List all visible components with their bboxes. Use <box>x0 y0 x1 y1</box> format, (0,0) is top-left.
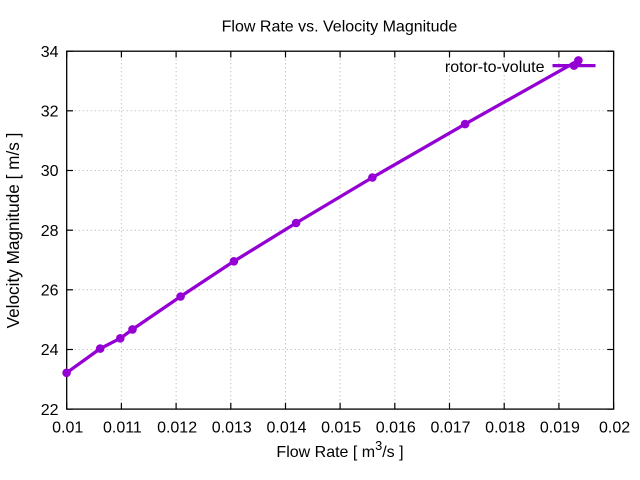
svg-text:0.012: 0.012 <box>157 419 197 436</box>
svg-text:32: 32 <box>41 104 59 121</box>
svg-text:Velocity Magnitude [ m/s ]: Velocity Magnitude [ m/s ] <box>3 133 23 329</box>
svg-text:rotor-to-volute: rotor-to-volute <box>445 59 545 76</box>
svg-text:Flow Rate [ m3/s ]: Flow Rate [ m3/s ] <box>276 438 403 461</box>
svg-text:0.02: 0.02 <box>599 419 630 436</box>
svg-text:28: 28 <box>41 223 59 240</box>
svg-text:0.013: 0.013 <box>212 419 252 436</box>
svg-text:0.016: 0.016 <box>376 419 416 436</box>
svg-text:0.014: 0.014 <box>266 419 306 436</box>
svg-text:30: 30 <box>41 163 59 180</box>
svg-text:0.011: 0.011 <box>103 419 142 436</box>
svg-text:0.019: 0.019 <box>540 419 580 436</box>
svg-text:Flow Rate vs. Velocity Magnitu: Flow Rate vs. Velocity Magnitude <box>222 18 458 35</box>
svg-text:34: 34 <box>41 44 59 61</box>
svg-text:24: 24 <box>41 342 59 359</box>
svg-text:0.01: 0.01 <box>52 419 83 436</box>
svg-text:26: 26 <box>41 283 59 300</box>
svg-text:0.017: 0.017 <box>430 419 470 436</box>
svg-text:0.015: 0.015 <box>321 419 361 436</box>
svg-text:0.018: 0.018 <box>485 419 525 436</box>
svg-text:22: 22 <box>41 402 59 419</box>
